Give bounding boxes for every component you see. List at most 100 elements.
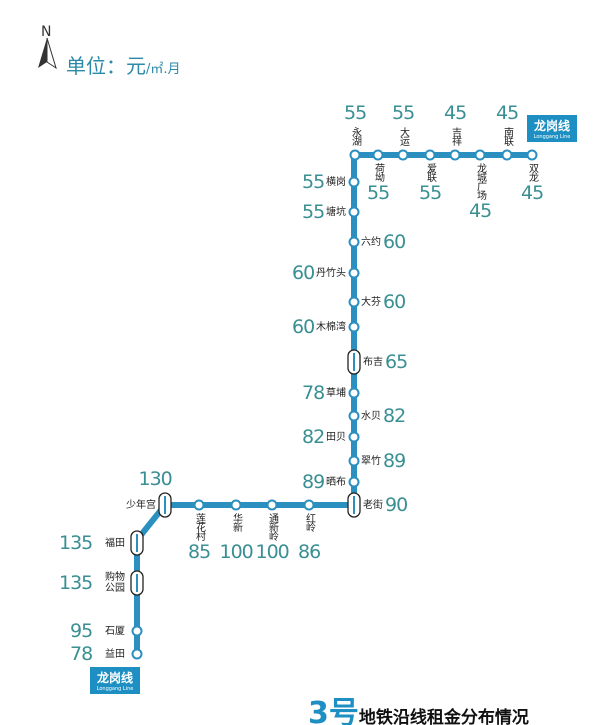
- station-name: 购物公园: [105, 572, 125, 594]
- station-rent: 78: [70, 643, 93, 665]
- station-rent: 60: [292, 262, 315, 284]
- station-name: 横岗: [326, 176, 346, 188]
- station-marker: [348, 267, 360, 279]
- station-name: 草埔: [326, 387, 346, 399]
- station-name: 益田: [105, 648, 125, 660]
- station-name: 翠竹: [361, 455, 381, 467]
- station-rent: 89: [383, 450, 406, 472]
- station-marker: [424, 149, 436, 161]
- station-rent: 45: [521, 182, 544, 204]
- station-marker: [348, 206, 360, 218]
- unit-text: 单位：元: [66, 54, 146, 78]
- station-rent: 55: [392, 102, 415, 124]
- station-marker: [348, 476, 360, 488]
- station-rent: 45: [469, 200, 492, 222]
- station-marker: [397, 149, 409, 161]
- longgang-line-badge-top: 龙岗线 Longgang Line: [527, 115, 577, 142]
- title-number: 3号: [308, 696, 359, 725]
- station-marker: [230, 499, 242, 511]
- station-rent: 86: [298, 541, 321, 563]
- north-arrow-icon: N: [38, 24, 57, 70]
- station-name: 木棉湾: [316, 321, 346, 333]
- station-name: 田贝: [326, 431, 346, 443]
- station-marker: [348, 296, 360, 308]
- station-marker: [348, 431, 360, 443]
- badge-english: Longgang Line: [96, 686, 134, 692]
- unit-suffix: /㎡.月: [146, 62, 181, 77]
- station-rent: 89: [302, 471, 325, 493]
- station-name: 爱联: [424, 163, 436, 181]
- station-rent: 90: [385, 494, 408, 516]
- station-rent: 65: [385, 351, 408, 373]
- station-name: 丹竹头: [316, 267, 346, 279]
- station-marker: [348, 236, 360, 248]
- station-name: 布吉: [363, 356, 383, 368]
- station-name: 大运: [397, 127, 409, 145]
- longgang-line-badge-bottom: 龙岗线 Longgang Line: [90, 667, 140, 694]
- station-rent: 55: [419, 182, 442, 204]
- station-name: 龙城广场: [474, 163, 486, 199]
- station-name: 水贝: [361, 410, 381, 422]
- station-marker: [348, 176, 360, 188]
- station-name: 南联: [501, 127, 513, 145]
- station-rent: 135: [59, 532, 93, 554]
- station-rent: 130: [138, 468, 173, 490]
- station-rent: 100: [219, 541, 254, 563]
- station-marker: [449, 149, 461, 161]
- station-marker: [349, 149, 361, 161]
- station-rent: 45: [496, 102, 519, 124]
- badge-english: Longgang Line: [533, 134, 571, 140]
- station-marker: [348, 321, 360, 333]
- station-rent: 60: [383, 291, 406, 313]
- station-rent: 100: [255, 541, 290, 563]
- station-name: 通新岭: [266, 513, 278, 540]
- unit-label: 单位：元/㎡.月: [66, 50, 181, 79]
- station-rent: 60: [292, 316, 315, 338]
- station-name: 石厦: [105, 625, 125, 637]
- station-marker: [131, 625, 143, 637]
- station-marker: [526, 149, 538, 161]
- station-name: 荷坳: [372, 163, 384, 181]
- station-marker: [266, 499, 278, 511]
- station-rent: 85: [188, 541, 211, 563]
- station-marker: [193, 499, 205, 511]
- station-marker: [303, 499, 315, 511]
- station-name: 晒布: [326, 476, 346, 488]
- station-name: 永湖: [349, 127, 361, 145]
- station-name: 老街: [363, 499, 383, 511]
- station-rent: 55: [302, 171, 325, 193]
- station-name: 塘坑: [326, 206, 346, 218]
- map-title: 3号地铁沿线租金分布情况: [308, 688, 529, 725]
- station-marker: [348, 455, 360, 467]
- station-name: 六约: [361, 236, 381, 248]
- station-name: 大芬: [361, 296, 381, 308]
- station-rent: 55: [344, 102, 367, 124]
- station-name: 华新: [230, 513, 242, 531]
- station-marker: [501, 149, 513, 161]
- station-rent: 78: [302, 382, 325, 404]
- station-rent: 60: [383, 231, 406, 253]
- station-name: 少年宫: [126, 499, 156, 511]
- station-rent: 135: [59, 572, 93, 594]
- station-marker: [372, 149, 384, 161]
- badge-name: 龙岗线: [96, 671, 133, 685]
- station-marker: [348, 387, 360, 399]
- station-name: 莲花村: [193, 513, 205, 540]
- station-rent: 55: [302, 201, 325, 223]
- station-rent: 95: [70, 620, 93, 642]
- station-marker: [474, 149, 486, 161]
- station-rent: 82: [302, 426, 325, 448]
- station-marker: [348, 410, 360, 422]
- title-text: 地铁沿线租金分布情况: [358, 708, 529, 725]
- station-name: 福田: [105, 537, 125, 549]
- svg-text:N: N: [41, 24, 51, 40]
- station-marker: [131, 648, 143, 660]
- station-name: 红岭: [303, 513, 315, 531]
- station-rent: 45: [444, 102, 467, 124]
- station-rent: 82: [383, 405, 406, 427]
- badge-name: 龙岗线: [533, 119, 570, 133]
- station-name: 双龙: [526, 163, 538, 181]
- station-rent: 55: [367, 182, 390, 204]
